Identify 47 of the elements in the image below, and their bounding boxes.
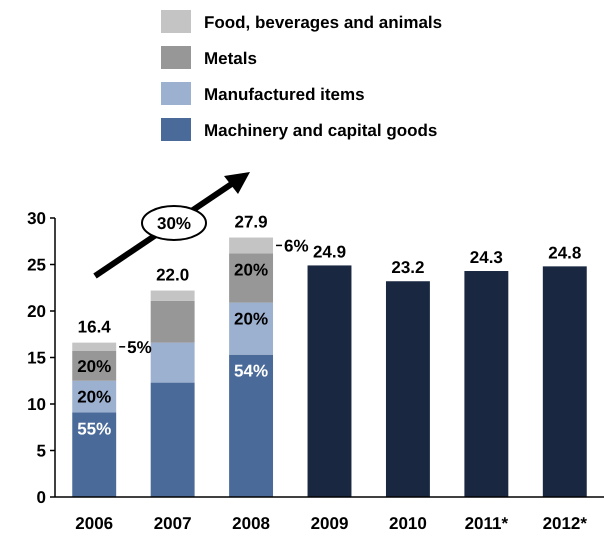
data-label: 24.8 <box>548 243 582 262</box>
annotation: 6% <box>284 236 309 256</box>
y-tick-label: 0 <box>36 488 46 507</box>
bar <box>150 382 195 497</box>
annotation: 20% <box>234 260 268 280</box>
annotation: 55% <box>77 419 112 438</box>
y-tick-label: 15 <box>27 348 46 368</box>
total-label: 16.4 <box>78 318 112 337</box>
y-tick-label: 20 <box>27 302 46 321</box>
bar <box>229 354 274 497</box>
annotation: 20% <box>234 310 268 329</box>
bar <box>150 342 195 383</box>
bar <box>386 281 430 497</box>
y-tick-label: 5 <box>36 442 46 460</box>
bar <box>464 271 508 497</box>
bar <box>72 342 116 351</box>
bar <box>150 300 195 343</box>
bar <box>72 412 116 497</box>
bar <box>308 265 352 497</box>
legend-label: Manufactured items <box>204 85 365 104</box>
annotation: 30% <box>156 214 192 233</box>
legend-label: Food, beverages and animals <box>204 13 442 32</box>
annotation: 20% <box>77 388 112 407</box>
y-tick-label: 10 <box>27 395 46 414</box>
bar <box>542 266 587 497</box>
legend-label: Machinery and capital goods <box>204 121 438 140</box>
total-label: 27.9 <box>234 212 268 232</box>
bar <box>150 290 195 301</box>
y-tick-label: 25 <box>27 256 46 274</box>
data-label: 24.3 <box>470 248 503 268</box>
legend-label: Metals <box>204 49 257 68</box>
x-tick-label: 2012* <box>542 514 588 533</box>
x-tick-label: 2007 <box>154 514 192 533</box>
x-tick-label: 2010 <box>389 514 427 533</box>
x-tick-label: 2009 <box>310 514 348 533</box>
x-tick-label: 2011* <box>464 514 508 533</box>
annotation: 54% <box>234 362 268 381</box>
total-label: 22.0 <box>156 266 190 285</box>
x-tick-label: 2006 <box>75 514 114 533</box>
y-tick-label: 30 <box>27 209 46 228</box>
annotation: 20% <box>77 356 112 376</box>
data-label: 24.9 <box>312 242 346 262</box>
bar <box>229 302 274 355</box>
annotation: 5% <box>127 338 152 357</box>
x-tick-label: 2008 <box>232 514 270 533</box>
bar <box>229 238 274 254</box>
data-label: 23.2 <box>391 258 424 278</box>
